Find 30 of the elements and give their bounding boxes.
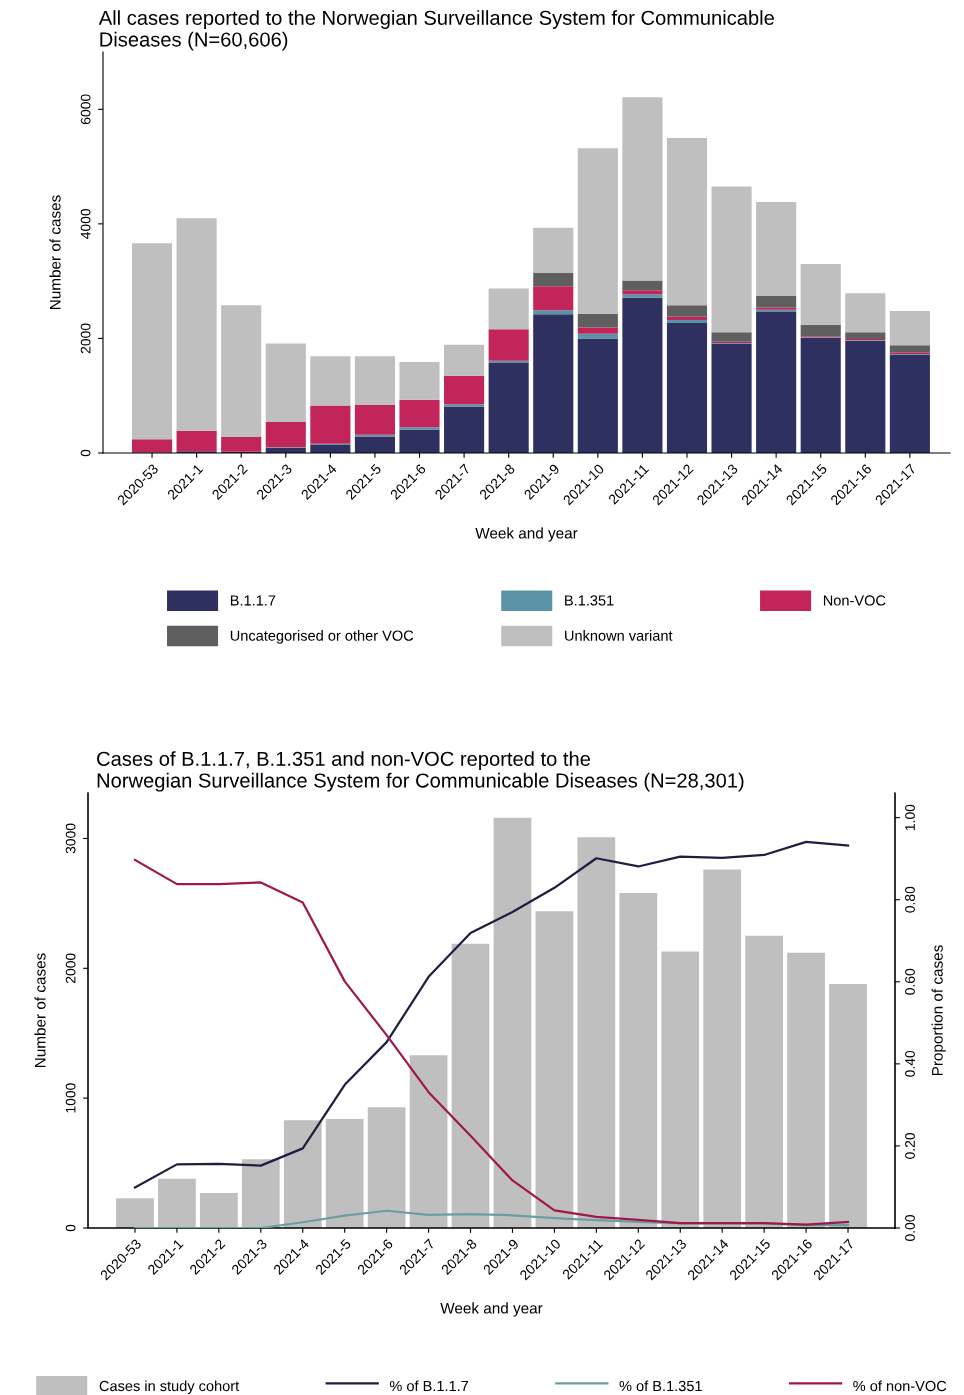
y-tick-label: 1000 [65,1083,76,1113]
x-axis-title: Week and year [440,1302,543,1317]
legend-label: B.1.1.7 [230,595,276,606]
y-axis-title: Number of cases [49,195,61,309]
y2-axis-title: Proportion of cases [931,945,946,1076]
y2-tick-label: 0.20 [905,1132,915,1159]
y-tick-label: 0 [80,449,91,457]
y2-tick-label: 0.80 [905,886,915,913]
legend-label: Unknown variant [565,630,673,641]
legend-label: Cases in study cohort [99,1380,240,1395]
legend-label: Non-VOC [823,595,886,606]
legend-label: Uncategorised or other VOC [230,630,414,644]
y-tick-label: 2000 [65,953,76,984]
y2-tick-label: 0.40 [905,1050,915,1077]
legend-label: B.1.351 [565,595,614,606]
y-tick-label: 4000 [80,208,91,239]
y-tick-label: 6000 [80,94,91,125]
chart-title: All cases reported to the Norwegian Surveillance System for Communicable Diseases (N=60,606) [98,10,774,51]
y2-tick-label: 1.00 [905,804,915,831]
y-tick-label: 2000 [80,323,91,354]
y-axis-title: Number of cases [34,953,46,1067]
y-tick-label: 3000 [65,823,76,854]
legend-label: % of B.1.351 [619,1380,702,1392]
y-tick-label: 0 [65,1224,76,1232]
x-axis-title: Week and year [475,527,578,542]
y2-tick-label: 0.60 [905,968,915,995]
legend-label: % of non-VOC [853,1380,947,1392]
y2-tick-label: 0.00 [905,1215,915,1241]
chart-title: Cases of B.1.1.7, B.1.351 and non-VOC reported to the Norwegian Surveillance System for Communicable Diseases (N=28,301) [97,751,744,792]
legend-label: % of B.1.1.7 [389,1380,469,1392]
